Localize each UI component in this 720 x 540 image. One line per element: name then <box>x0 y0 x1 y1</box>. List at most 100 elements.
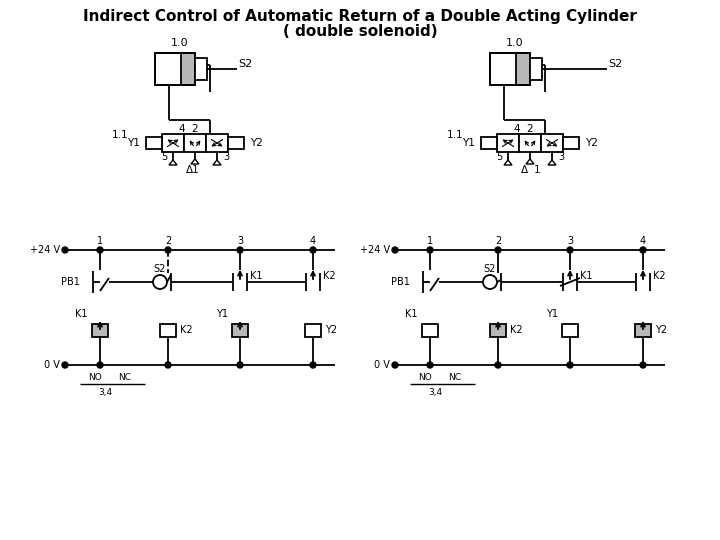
Text: K1: K1 <box>405 309 418 319</box>
Text: K1: K1 <box>76 309 88 319</box>
Text: 4: 4 <box>310 236 316 246</box>
Circle shape <box>237 362 243 368</box>
Text: 1.1: 1.1 <box>446 130 463 140</box>
Bar <box>162 134 184 152</box>
Bar <box>562 324 578 337</box>
Text: +24 V: +24 V <box>360 245 390 255</box>
Text: 1.0: 1.0 <box>171 38 189 48</box>
Bar <box>530 58 542 80</box>
Text: S2: S2 <box>238 59 252 69</box>
Circle shape <box>567 362 573 368</box>
Text: 5: 5 <box>496 152 502 162</box>
Text: 2: 2 <box>495 236 501 246</box>
Bar <box>181 53 195 85</box>
Circle shape <box>483 275 497 289</box>
Text: K2: K2 <box>653 271 665 281</box>
Text: 4: 4 <box>640 236 646 246</box>
Circle shape <box>165 362 171 368</box>
Text: ( double solenoid): ( double solenoid) <box>283 24 437 38</box>
Text: 2: 2 <box>192 124 198 134</box>
Circle shape <box>640 362 646 368</box>
Bar <box>422 324 438 337</box>
Text: 1.1: 1.1 <box>112 130 128 140</box>
Circle shape <box>392 362 398 368</box>
Text: K2: K2 <box>510 325 523 335</box>
Text: Y1: Y1 <box>216 309 228 319</box>
Circle shape <box>62 247 68 253</box>
Bar <box>497 134 519 152</box>
Text: Y1: Y1 <box>462 138 475 148</box>
Text: S2: S2 <box>154 264 166 274</box>
Bar <box>490 324 506 337</box>
Text: 2: 2 <box>527 124 534 134</box>
Text: 0 V: 0 V <box>44 360 60 370</box>
Text: 1.0: 1.0 <box>506 38 524 48</box>
Text: NC: NC <box>449 373 462 381</box>
Text: Indirect Control of Automatic Return of a Double Acting Cylinder: Indirect Control of Automatic Return of … <box>83 10 637 24</box>
Bar <box>481 137 497 149</box>
Bar <box>490 53 530 85</box>
Text: 3: 3 <box>237 236 243 246</box>
Text: 4: 4 <box>513 124 521 134</box>
Bar <box>490 53 530 85</box>
Bar <box>516 53 530 85</box>
Circle shape <box>310 247 316 253</box>
Text: 0 V: 0 V <box>374 360 390 370</box>
Text: Y2: Y2 <box>250 138 263 148</box>
Text: K1: K1 <box>250 271 263 281</box>
Bar <box>155 53 195 85</box>
Bar <box>541 134 563 152</box>
Text: Δ: Δ <box>521 165 528 175</box>
Bar <box>184 134 206 152</box>
Text: 1: 1 <box>97 236 103 246</box>
Text: 4: 4 <box>179 124 185 134</box>
Circle shape <box>153 275 167 289</box>
Text: PB1: PB1 <box>61 277 80 287</box>
Text: K2: K2 <box>323 271 336 281</box>
Text: 5: 5 <box>161 152 167 162</box>
Bar <box>635 324 651 337</box>
Bar <box>563 137 579 149</box>
Text: 2: 2 <box>165 236 171 246</box>
Circle shape <box>495 362 501 368</box>
Text: 1: 1 <box>534 165 541 175</box>
Text: Y1: Y1 <box>127 138 140 148</box>
Text: Y2: Y2 <box>325 325 337 335</box>
Text: NC: NC <box>119 373 132 381</box>
Bar <box>92 324 108 337</box>
Text: Δ1: Δ1 <box>186 165 200 175</box>
Bar <box>195 58 207 80</box>
Bar <box>155 53 195 85</box>
Text: NO: NO <box>88 373 102 381</box>
Bar <box>228 137 244 149</box>
Circle shape <box>310 362 316 368</box>
Bar <box>206 134 228 152</box>
Text: 3,4: 3,4 <box>98 388 112 397</box>
Circle shape <box>165 247 171 253</box>
Text: 3: 3 <box>567 236 573 246</box>
Text: 1: 1 <box>427 236 433 246</box>
Text: PB1: PB1 <box>391 277 410 287</box>
Circle shape <box>97 247 103 253</box>
Bar <box>160 324 176 337</box>
Bar <box>146 137 162 149</box>
Text: 3,4: 3,4 <box>428 388 442 397</box>
Circle shape <box>427 247 433 253</box>
Circle shape <box>640 247 646 253</box>
Circle shape <box>392 247 398 253</box>
Bar <box>519 134 541 152</box>
Text: +24 V: +24 V <box>30 245 60 255</box>
Text: Y1: Y1 <box>546 309 558 319</box>
Bar <box>232 324 248 337</box>
Text: NO: NO <box>418 373 432 381</box>
Circle shape <box>97 362 103 368</box>
Text: Y2: Y2 <box>585 138 598 148</box>
Text: S2: S2 <box>608 59 622 69</box>
Text: K2: K2 <box>180 325 193 335</box>
Text: K1: K1 <box>580 271 593 281</box>
Text: 3: 3 <box>558 152 564 162</box>
Circle shape <box>567 247 573 253</box>
Text: Y2: Y2 <box>655 325 667 335</box>
Circle shape <box>495 247 501 253</box>
Bar <box>305 324 321 337</box>
